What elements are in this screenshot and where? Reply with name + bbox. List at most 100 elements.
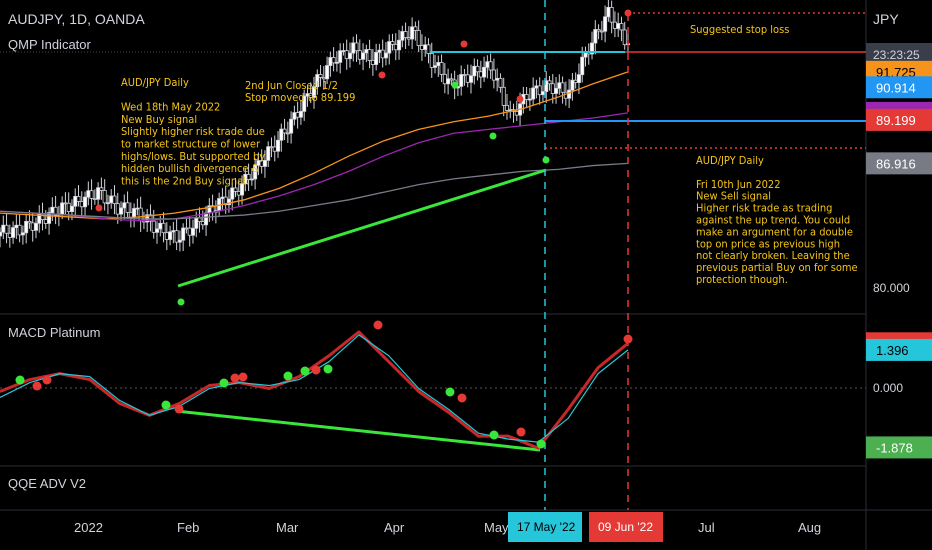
candle-body[interactable] — [544, 80, 549, 93]
candle-body[interactable] — [279, 128, 284, 141]
candle-body[interactable] — [524, 94, 529, 100]
candle-body[interactable] — [367, 49, 372, 61]
candle-body[interactable] — [298, 110, 303, 118]
candle-body[interactable] — [406, 37, 411, 40]
candle-body[interactable] — [181, 227, 186, 241]
candle-body[interactable] — [197, 217, 202, 222]
macd-dot-green[interactable] — [15, 375, 25, 385]
candle-body[interactable] — [14, 224, 19, 229]
candle-body[interactable] — [230, 187, 235, 200]
candle-body[interactable] — [20, 232, 25, 236]
candle-body[interactable] — [168, 231, 173, 240]
macd-dot-red[interactable] — [230, 373, 240, 383]
macd-dot-red[interactable] — [311, 365, 321, 375]
candle-body[interactable] — [570, 79, 575, 91]
candle-body[interactable] — [622, 29, 627, 46]
candle-body[interactable] — [619, 23, 624, 31]
candle-body[interactable] — [331, 57, 336, 64]
candle-body[interactable] — [325, 65, 330, 80]
candle-body[interactable] — [547, 80, 552, 85]
candle-body[interactable] — [596, 29, 601, 32]
candle-body[interactable] — [573, 79, 578, 83]
candle-body[interactable] — [606, 6, 611, 18]
candle-body[interactable] — [531, 87, 536, 100]
macd-dot-green[interactable] — [300, 366, 310, 376]
macd-dot-green[interactable] — [489, 430, 499, 440]
candle-body[interactable] — [17, 224, 22, 236]
candle-body[interactable] — [554, 87, 559, 94]
candle-body[interactable] — [174, 230, 179, 243]
candle-body[interactable] — [135, 207, 140, 210]
candle-body[interactable] — [374, 51, 379, 65]
macd-dot-red[interactable] — [238, 372, 248, 382]
candle-body[interactable] — [204, 212, 209, 226]
buy-dot[interactable] — [489, 132, 497, 140]
candle-body[interactable] — [76, 196, 81, 202]
candle-body[interactable] — [344, 50, 349, 60]
buy-dot[interactable] — [451, 81, 459, 89]
macd-dot-green[interactable] — [219, 378, 229, 388]
candle-body[interactable] — [439, 62, 444, 75]
candle-body[interactable] — [282, 128, 287, 134]
candle-body[interactable] — [442, 73, 447, 85]
candle-body[interactable] — [96, 187, 101, 200]
candle-body[interactable] — [416, 30, 421, 46]
candle-body[interactable] — [459, 74, 464, 87]
date-highlight-buy[interactable] — [508, 512, 582, 542]
sell-dot[interactable] — [378, 71, 386, 79]
candle-body[interactable] — [590, 42, 595, 55]
candle-body[interactable] — [43, 219, 48, 224]
sell-dot[interactable] — [460, 40, 468, 48]
candle-body[interactable] — [272, 146, 277, 152]
candle-body[interactable] — [240, 183, 245, 196]
candle-body[interactable] — [475, 65, 480, 73]
macd-divergence-line[interactable] — [175, 409, 541, 452]
candle-body[interactable] — [86, 190, 91, 198]
candle-body[interactable] — [482, 66, 487, 78]
candle-body[interactable] — [30, 222, 35, 231]
candle-body[interactable] — [514, 110, 519, 116]
candle-body[interactable] — [102, 190, 107, 204]
candle-body[interactable] — [122, 202, 127, 209]
date-highlight-sell[interactable] — [589, 512, 663, 542]
candle-body[interactable] — [410, 26, 415, 40]
candle-body[interactable] — [593, 29, 598, 44]
macd-dot-red[interactable] — [623, 334, 633, 344]
candle-body[interactable] — [449, 78, 454, 81]
candle-body[interactable] — [498, 77, 503, 88]
macd-dot-red[interactable] — [32, 381, 42, 391]
candle-body[interactable] — [226, 198, 231, 206]
candle-body[interactable] — [361, 52, 366, 60]
moving-average-line[interactable] — [0, 112, 629, 222]
candle-body[interactable] — [184, 227, 189, 230]
candle-body[interactable] — [53, 206, 58, 216]
candle-body[interactable] — [27, 220, 32, 224]
candle-body[interactable] — [488, 61, 493, 71]
candle-body[interactable] — [433, 65, 438, 68]
symbol-title[interactable]: AUDJPY, 1D, OANDA — [8, 11, 145, 27]
candle-body[interactable] — [616, 23, 621, 29]
buy-dot[interactable] — [542, 156, 550, 164]
candle-body[interactable] — [63, 202, 68, 205]
candle-body[interactable] — [119, 207, 124, 215]
candle-body[interactable] — [485, 61, 490, 68]
candle-body[interactable] — [413, 26, 418, 31]
macd-dot-green[interactable] — [283, 371, 293, 381]
candle-body[interactable] — [377, 49, 382, 53]
candle-body[interactable] — [233, 187, 238, 192]
candle-body[interactable] — [318, 74, 323, 78]
candle-body[interactable] — [462, 74, 467, 76]
candle-body[interactable] — [79, 201, 84, 208]
candle-body[interactable] — [269, 146, 274, 149]
sell-dot[interactable] — [95, 204, 103, 212]
candle-body[interactable] — [83, 196, 88, 208]
candle-body[interactable] — [390, 41, 395, 45]
candle-body[interactable] — [112, 195, 117, 205]
price-trendline[interactable] — [177, 168, 547, 288]
candle-body[interactable] — [472, 65, 477, 77]
candle-body[interactable] — [158, 222, 163, 230]
candle-body[interactable] — [164, 232, 169, 240]
candle-body[interactable] — [338, 50, 343, 63]
candle-body[interactable] — [253, 164, 258, 180]
candle-body[interactable] — [11, 227, 16, 238]
